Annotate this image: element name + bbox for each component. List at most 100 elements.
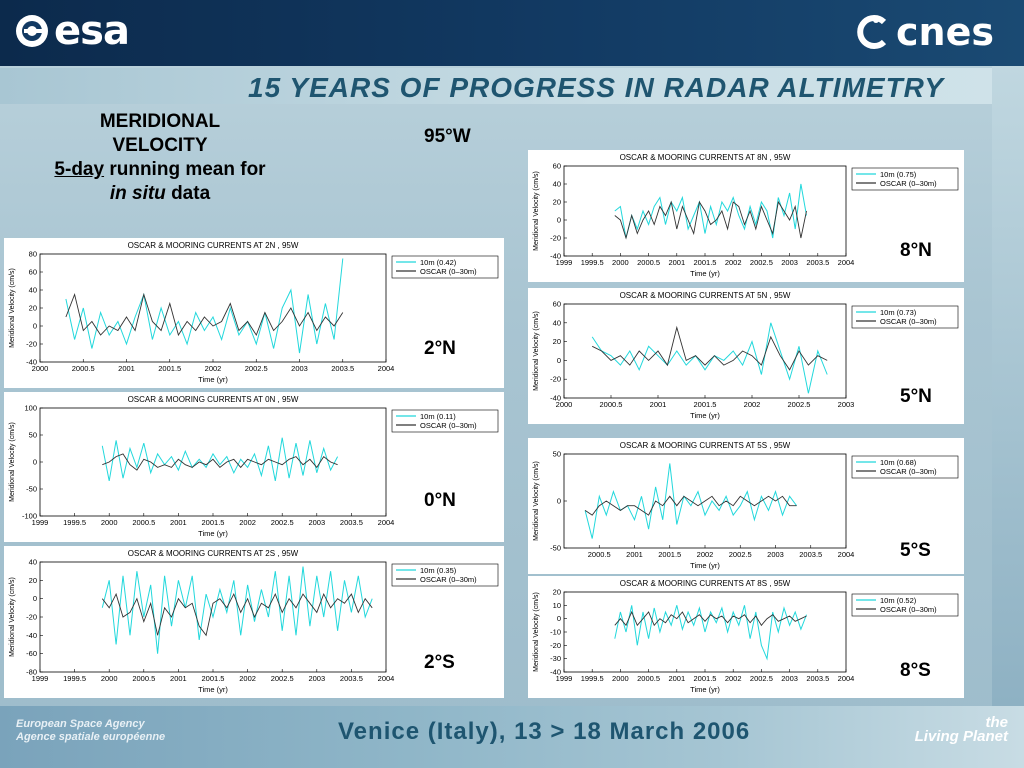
x-tick-label: 2001: [170, 518, 187, 527]
x-tick-label: 2000.5: [637, 674, 660, 683]
x-tick-label: 2003: [291, 364, 308, 373]
plot-area: [39, 253, 387, 363]
y-tick-label: 0: [33, 458, 37, 467]
living-planet-logo: the Living Planet: [915, 714, 1009, 744]
x-tick-label: 2002.5: [788, 400, 811, 409]
legend-entry: 10m (0.52): [880, 596, 917, 605]
legend-entry: OSCAR (0–30m): [880, 605, 937, 614]
y-tick-label: -30: [550, 654, 561, 663]
headline-line2: VELOCITY: [112, 135, 208, 156]
y-tick-label: 50: [553, 450, 561, 459]
series-line-oscar: [591, 325, 828, 371]
side-label-2s: 2°S: [424, 652, 455, 673]
x-tick-label: 2000.5: [637, 258, 660, 267]
x-axis-label: Time (yr): [690, 269, 720, 278]
y-tick-label: -20: [550, 641, 561, 650]
x-tick-label: 2004: [838, 674, 855, 683]
y-tick-label: 0: [557, 356, 561, 365]
agency-name-fr: Agence spatiale européenne: [16, 731, 166, 743]
x-tick-label: 2000: [101, 518, 118, 527]
x-tick-label: 2003: [308, 518, 325, 527]
y-tick-label: -40: [550, 394, 561, 403]
x-tick-label: 2000.5: [588, 550, 611, 559]
y-tick-label: -20: [550, 375, 561, 384]
cnes-logo-text: cnes: [896, 10, 994, 54]
side-label-2n: 2°N: [424, 338, 456, 359]
x-tick-label: 1999: [556, 674, 573, 683]
x-tick-label: 2004: [838, 258, 855, 267]
x-tick-label: 2000.5: [72, 364, 95, 373]
y-tick-label: 20: [29, 304, 37, 313]
legend-entry: OSCAR (0–30m): [420, 421, 477, 430]
series-line-oscar: [101, 592, 373, 637]
headline-line3: 5-day running mean for: [10, 158, 310, 182]
headline-line3-rest: running mean for: [104, 159, 266, 180]
chart-title: OSCAR & MOORING CURRENTS AT 5N , 95W: [620, 291, 791, 300]
x-tick-label: 2002: [239, 518, 256, 527]
plot-area: [39, 407, 387, 517]
x-tick-label: 2002: [744, 400, 761, 409]
x-tick-label: 2000.5: [600, 400, 623, 409]
chart-5s: OSCAR & MOORING CURRENTS AT 5S , 95W 2000…: [533, 441, 959, 570]
x-tick-label: 2000: [101, 674, 118, 683]
x-tick-label: 2001.5: [694, 674, 717, 683]
x-tick-label: 2003.5: [799, 550, 822, 559]
esa-logo: esa: [14, 8, 130, 54]
y-tick-label: 0: [557, 216, 561, 225]
chart-panel-5n: OSCAR & MOORING CURRENTS AT 5N , 95W 2000…: [528, 288, 964, 424]
y-tick-label: 40: [553, 318, 561, 327]
x-tick-label: 2003: [767, 550, 784, 559]
legend-entry: OSCAR (0–30m): [420, 575, 477, 584]
legend-entry: 10m (0.42): [420, 258, 457, 267]
headline-line4: in situ data: [10, 182, 310, 206]
slide-headline: MERIDIONAL VELOCITY 5-day running mean f…: [10, 110, 310, 206]
chart-title: OSCAR & MOORING CURRENTS AT 5S , 95W: [620, 441, 791, 450]
agency-name: European Space Agency Agence spatiale eu…: [16, 718, 165, 744]
y-tick-label: 60: [29, 268, 37, 277]
y-tick-label: 0: [557, 497, 561, 506]
legend-box: [851, 455, 959, 479]
series-line-oscar: [65, 292, 344, 337]
chart-2n: OSCAR & MOORING CURRENTS AT 2N , 95W 2000…: [9, 241, 499, 384]
cnes-logo: cnes: [854, 10, 994, 54]
x-tick-label: 2002: [725, 674, 742, 683]
y-tick-label: -40: [550, 252, 561, 261]
chart-panel-2s: OSCAR & MOORING CURRENTS AT 2S , 95W 1999…: [4, 546, 504, 698]
living-planet-the: the: [985, 714, 1009, 731]
x-tick-label: 2001.5: [694, 258, 717, 267]
chart-panel-2n: OSCAR & MOORING CURRENTS AT 2N , 95W 2000…: [4, 238, 504, 388]
x-tick-label: 2001.5: [202, 674, 225, 683]
series-line-10m: [65, 258, 344, 354]
x-tick-label: 2002: [205, 364, 222, 373]
x-tick-label: 2003.5: [806, 674, 829, 683]
y-tick-label: -20: [26, 613, 37, 622]
y-tick-label: -40: [26, 358, 37, 367]
x-tick-label: 1999.5: [63, 518, 86, 527]
x-tick-label: 2003: [781, 674, 798, 683]
x-tick-label: 2003.5: [806, 258, 829, 267]
longitude-label: 95°W: [424, 126, 471, 147]
x-axis-label: Time (yr): [198, 685, 228, 694]
esa-logo-text: esa: [54, 8, 130, 54]
side-label-5n: 5°N: [900, 386, 932, 407]
y-tick-label: -20: [26, 340, 37, 349]
side-label-5s: 5°S: [900, 540, 931, 561]
x-tick-label: 2004: [838, 550, 855, 559]
legend-entry: 10m (0.68): [880, 458, 917, 467]
y-tick-label: -10: [550, 628, 561, 637]
y-axis-label: Meridional Velocity (cm/s): [9, 268, 16, 348]
y-tick-label: 0: [33, 594, 37, 603]
cnes-logo-icon: [857, 15, 887, 49]
chart-title: OSCAR & MOORING CURRENTS AT 0N , 95W: [128, 395, 299, 404]
x-tick-label: 2003.5: [331, 364, 354, 373]
y-axis-label: Meridional Velocity (cm/s): [9, 577, 16, 657]
x-tick-label: 2000.5: [132, 518, 155, 527]
y-tick-label: 100: [24, 404, 37, 413]
y-tick-label: 0: [33, 322, 37, 331]
y-tick-label: -100: [22, 512, 37, 521]
series-line-10m: [101, 437, 339, 481]
y-tick-label: -40: [550, 668, 561, 677]
chart-panel-5s: OSCAR & MOORING CURRENTS AT 5S , 95W 2000…: [528, 438, 964, 574]
legend-box: [851, 167, 959, 191]
headline-line1: MERIDIONAL: [99, 111, 221, 132]
